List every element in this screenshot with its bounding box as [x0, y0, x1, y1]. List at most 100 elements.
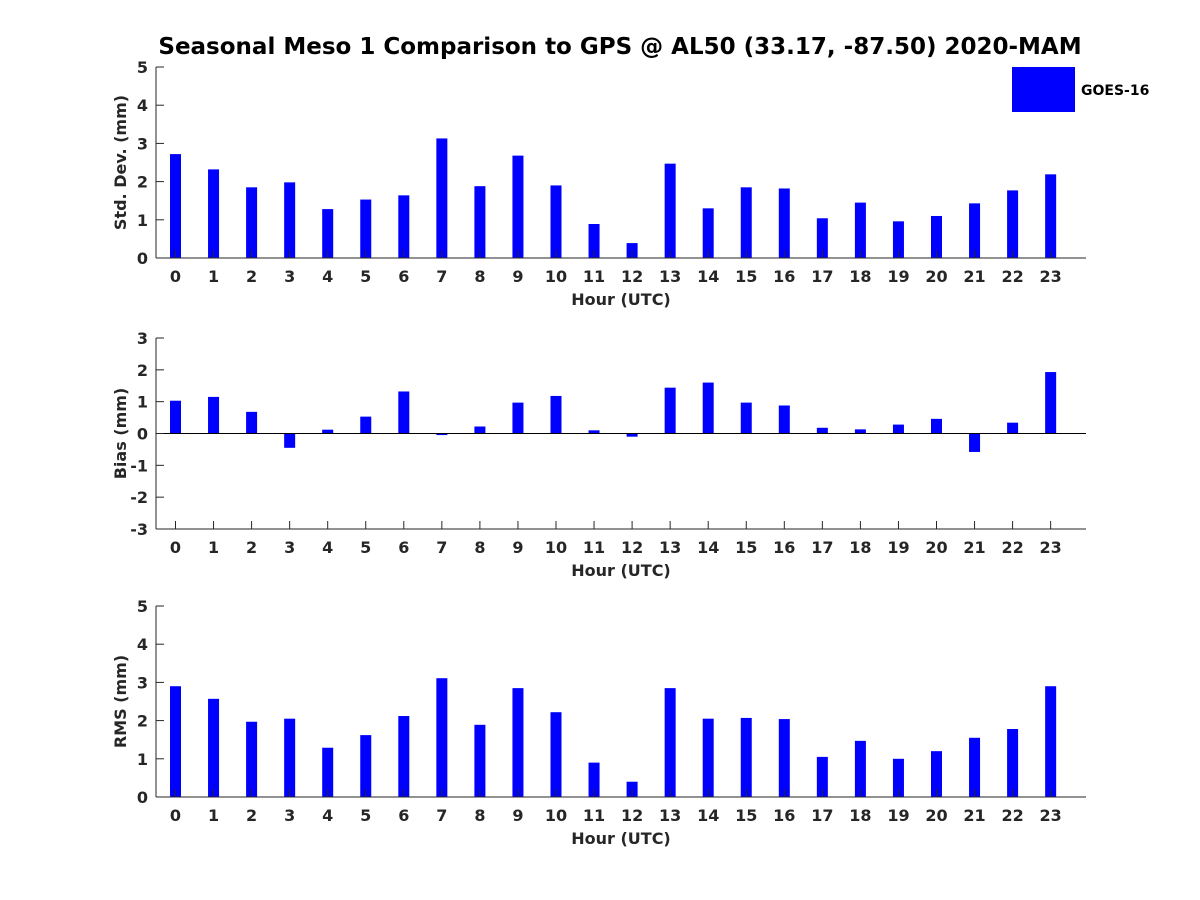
std-dev-bar-5 — [360, 199, 372, 258]
std-dev-bar-22 — [1007, 190, 1019, 258]
rms-xlabel: Hour (UTC) — [571, 829, 671, 848]
bias-xtick-label: 3 — [284, 538, 295, 557]
std-dev-bar-20 — [931, 215, 942, 258]
rms-bar-5 — [360, 735, 372, 797]
rms-ytick-label: 5 — [137, 597, 148, 616]
rms-xtick-label: 9 — [512, 806, 523, 825]
std-dev-xtick-label: 14 — [697, 267, 719, 286]
bias-ytick-label: -1 — [130, 456, 148, 475]
bias-xtick-label: 5 — [360, 538, 371, 557]
std-dev-xtick-label: 2 — [246, 267, 257, 286]
std-dev-ytick-label: 4 — [137, 96, 148, 115]
bias-bar-6 — [398, 391, 410, 434]
rms-xtick-label: 20 — [925, 806, 947, 825]
bias-bar-11 — [588, 430, 600, 434]
std-dev-xtick-label: 16 — [773, 267, 795, 286]
bias-bar-7 — [436, 433, 448, 436]
rms-bar-7 — [436, 678, 448, 797]
bias-xtick-label: 23 — [1040, 538, 1062, 557]
std-dev-bar-10 — [550, 185, 562, 258]
bias-xtick-label: 8 — [474, 538, 485, 557]
legend-swatch — [1012, 67, 1075, 112]
bias-xtick-label: 1 — [208, 538, 219, 557]
bias-xtick-label: 22 — [1001, 538, 1023, 557]
std-dev-xtick-label: 9 — [512, 267, 523, 286]
bias-bar-19 — [892, 424, 904, 434]
bias-bar-4 — [322, 429, 334, 434]
rms-bar-11 — [588, 762, 600, 797]
std-dev-xtick-label: 18 — [849, 267, 871, 286]
std-dev-ytick-label: 5 — [137, 58, 148, 77]
bias-bar-20 — [931, 418, 942, 434]
rms-bar-22 — [1007, 729, 1019, 797]
rms-bar-19 — [892, 758, 904, 797]
bias-xtick-label: 16 — [773, 538, 795, 557]
std-dev-xtick-label: 17 — [811, 267, 833, 286]
std-dev-ytick-label: 0 — [137, 249, 148, 268]
legend-label: GOES-16 — [1081, 83, 1149, 99]
bias-bar-13 — [664, 387, 676, 434]
bias-bar-8 — [474, 426, 486, 434]
bias-xtick-label: 19 — [887, 538, 909, 557]
rms-ytick-label: 2 — [137, 712, 148, 731]
rms-bar-14 — [702, 718, 714, 797]
bias-ytick-label: 2 — [137, 361, 148, 380]
std-dev-bar-11 — [588, 224, 600, 258]
rms-xtick-label: 11 — [583, 806, 605, 825]
bias-ytick-label: 1 — [137, 393, 148, 412]
std-dev-xtick-label: 11 — [583, 267, 605, 286]
std-dev-bar-9 — [512, 155, 524, 258]
std-dev-xtick-label: 13 — [659, 267, 681, 286]
std-dev-bar-18 — [854, 202, 866, 258]
rms-xtick-label: 18 — [849, 806, 871, 825]
rms-bar-1 — [208, 698, 220, 797]
rms-ytick-label: 4 — [137, 635, 148, 654]
rms-bar-6 — [398, 716, 410, 797]
rms-xtick-label: 16 — [773, 806, 795, 825]
rms-bar-8 — [474, 724, 486, 797]
std-dev-bar-21 — [969, 203, 981, 258]
rms-xtick-label: 17 — [811, 806, 833, 825]
bias-xtick-label: 21 — [963, 538, 985, 557]
bias-xtick-label: 12 — [621, 538, 643, 557]
std-dev-xtick-label: 7 — [436, 267, 447, 286]
std-dev-bar-0 — [170, 154, 181, 258]
std-dev-bar-7 — [436, 138, 448, 258]
std-dev-xtick-label: 8 — [474, 267, 485, 286]
bias-bar-9 — [512, 402, 524, 434]
bias-bar-18 — [854, 429, 866, 434]
rms-xtick-label: 8 — [474, 806, 485, 825]
rms-xtick-label: 21 — [963, 806, 985, 825]
std-dev-xlabel: Hour (UTC) — [571, 290, 671, 309]
std-dev-bar-17 — [816, 218, 828, 258]
rms-xtick-label: 1 — [208, 806, 219, 825]
std-dev-xtick-label: 4 — [322, 267, 333, 286]
bias-xtick-label: 18 — [849, 538, 871, 557]
bias-xtick-label: 4 — [322, 538, 333, 557]
bias-bar-5 — [360, 416, 372, 434]
std-dev-xtick-label: 15 — [735, 267, 757, 286]
rms-ylabel: RMS (mm) — [111, 655, 130, 748]
bias-xtick-label: 0 — [170, 538, 181, 557]
rms-bar-13 — [664, 688, 676, 797]
figure-title: Seasonal Meso 1 Comparison to GPS @ AL50… — [158, 34, 1081, 60]
rms-xtick-label: 14 — [697, 806, 719, 825]
bias-xtick-label: 6 — [398, 538, 409, 557]
bias-bar-14 — [702, 382, 714, 434]
legend: GOES-16 — [1012, 67, 1149, 112]
bias-bar-21 — [969, 433, 981, 452]
rms-xtick-label: 12 — [621, 806, 643, 825]
bias-xtick-label: 17 — [811, 538, 833, 557]
bias-bar-2 — [246, 411, 258, 434]
std-dev-bar-15 — [740, 187, 752, 258]
bias-ytick-label: -3 — [130, 520, 148, 539]
std-dev-ytick-label: 3 — [137, 134, 148, 153]
std-dev-bar-2 — [246, 187, 258, 258]
rms-bar-17 — [816, 756, 828, 797]
rms-bar-18 — [854, 740, 866, 797]
rms-bar-20 — [931, 751, 942, 797]
rms-bar-9 — [512, 688, 524, 797]
rms-xtick-label: 23 — [1040, 806, 1062, 825]
